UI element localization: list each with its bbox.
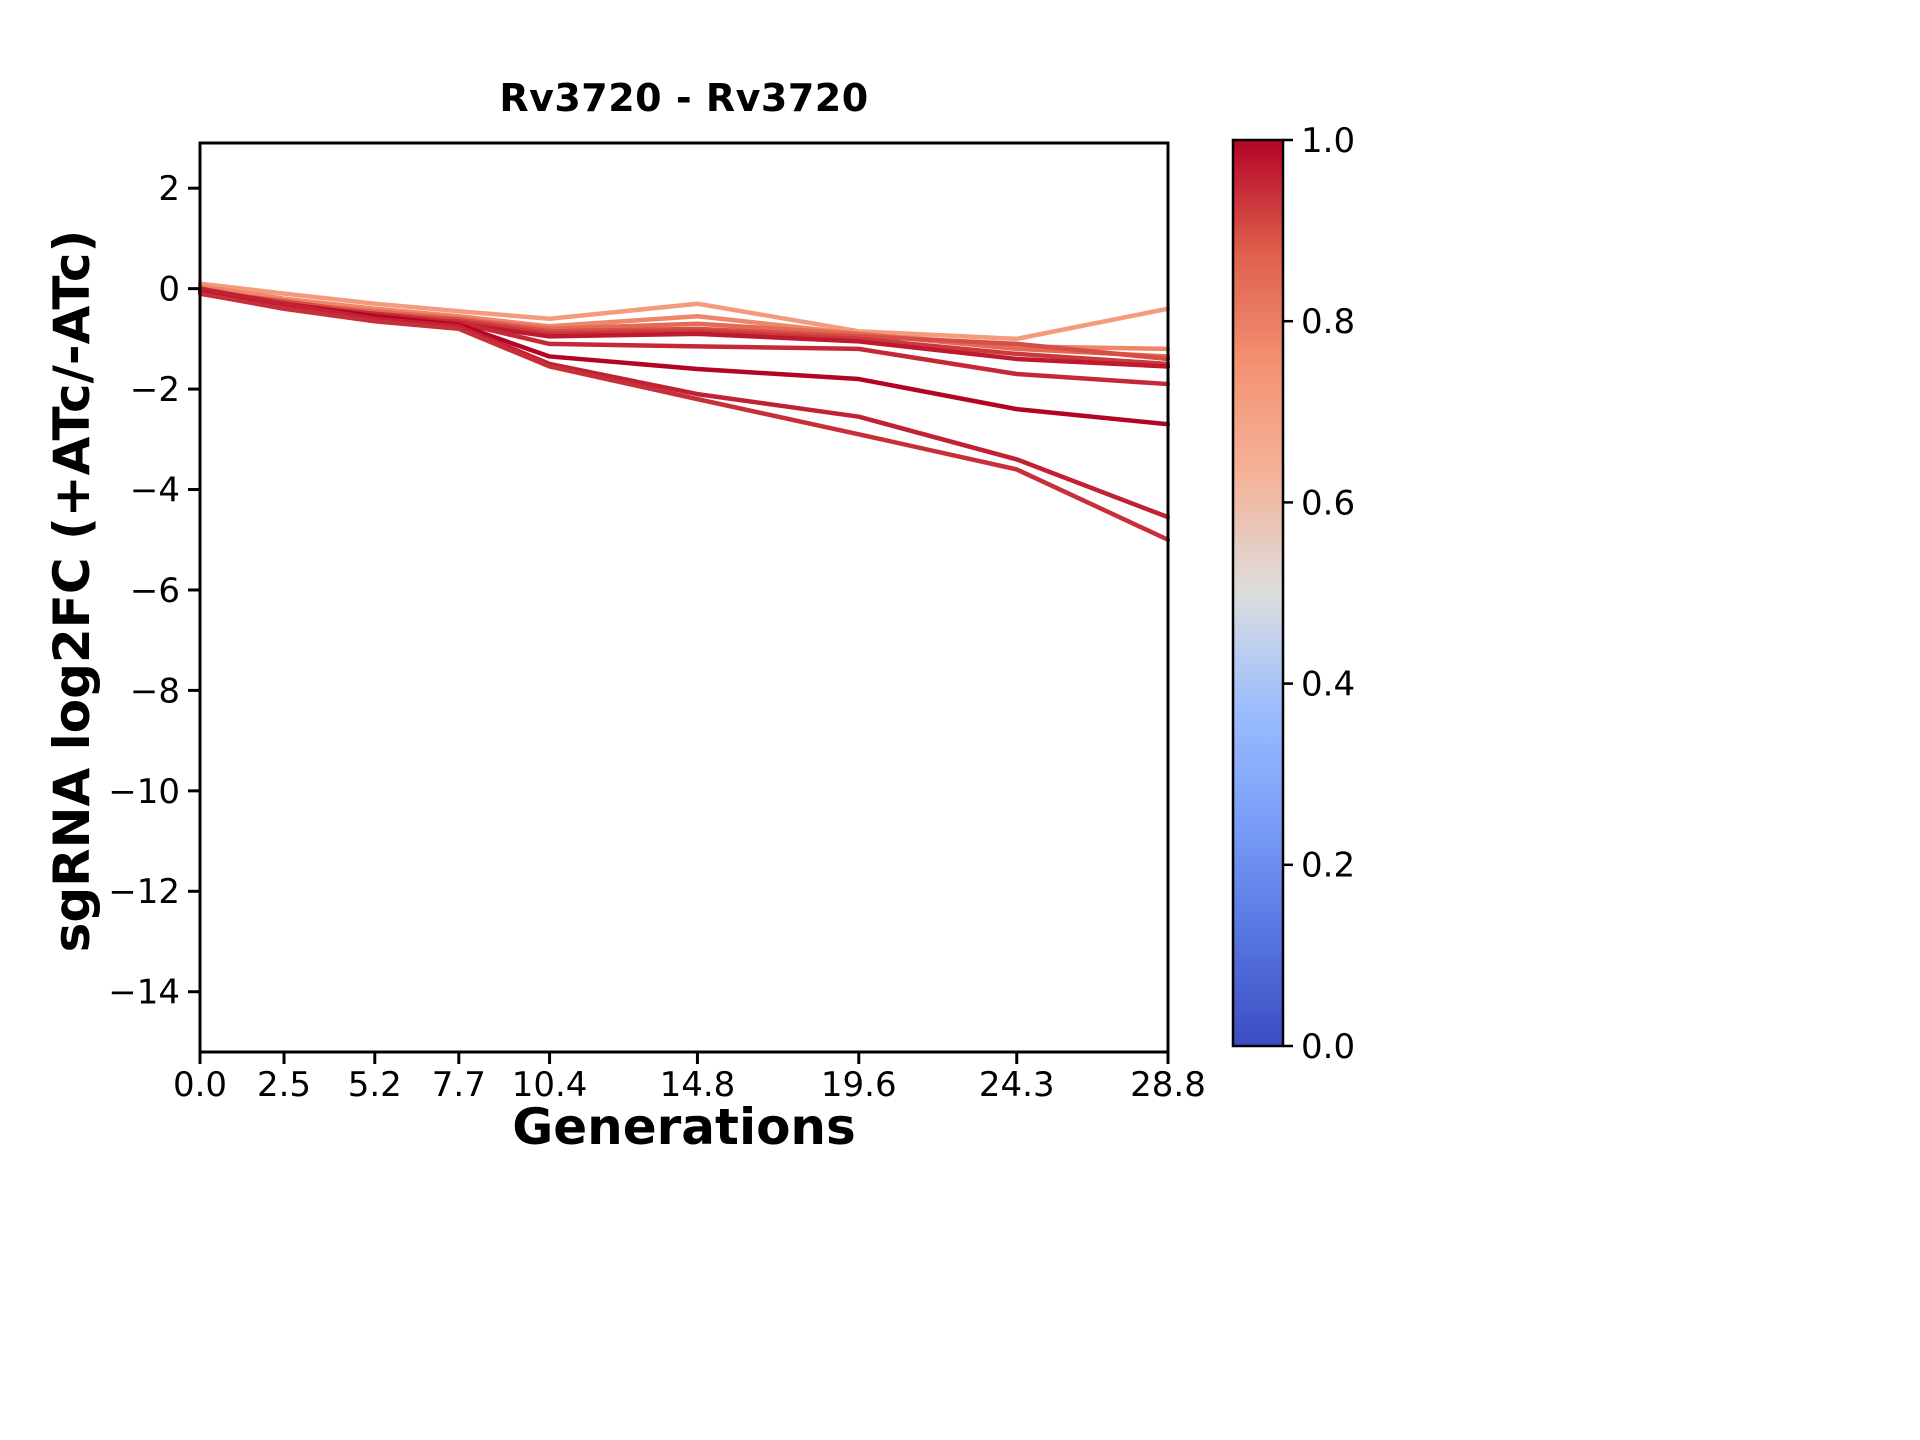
colorbar-border [1231,138,1285,1048]
colorbar [1233,140,1283,1046]
series-line [198,288,1170,362]
x-axis-label: Generations [512,1098,856,1156]
x-tick-label: 24.3 [979,1065,1055,1105]
x-tick-label: 5.2 [348,1065,402,1105]
series-lines [198,281,1170,542]
y-tick-label: −14 [108,973,180,1013]
y-axis-label: sgRNA log2FC (+ATc/-ATc) [43,229,101,953]
colorbar-tick-label: 0.8 [1301,302,1355,342]
x-tick-label: 7.7 [432,1065,486,1105]
x-tick-label: 19.6 [821,1065,897,1105]
y-tick-label: −4 [130,470,180,510]
y-tick-label: −12 [108,872,180,912]
series-line [198,281,1170,342]
x-tick-label: 28.8 [1130,1065,1206,1105]
series-line [198,291,1170,542]
colorbar-tick-label: 0.6 [1301,483,1355,523]
x-tick-label: 10.4 [512,1065,588,1105]
x-tick-label: 0.0 [173,1065,227,1105]
colorbar-tick-label: 0.0 [1301,1027,1355,1067]
y-tick-label: −2 [130,370,180,410]
x-tick-label: 2.5 [257,1065,311,1105]
colorbar-tick-label: 0.2 [1301,846,1355,886]
chart-title: Rv3720 - Rv3720 [499,76,869,120]
y-tick-label: 2 [158,169,180,209]
y-tick-label: −10 [108,772,180,812]
x-tick-label: 14.8 [660,1065,736,1105]
colorbar-tick-label: 0.4 [1301,665,1355,705]
y-tick-label: −8 [130,671,180,711]
y-tick-label: −6 [130,571,180,611]
series-line [198,286,1170,520]
plot-border [198,141,1170,1054]
y-tick-label: 0 [158,270,180,310]
colorbar-tick-label: 1.0 [1301,121,1355,161]
